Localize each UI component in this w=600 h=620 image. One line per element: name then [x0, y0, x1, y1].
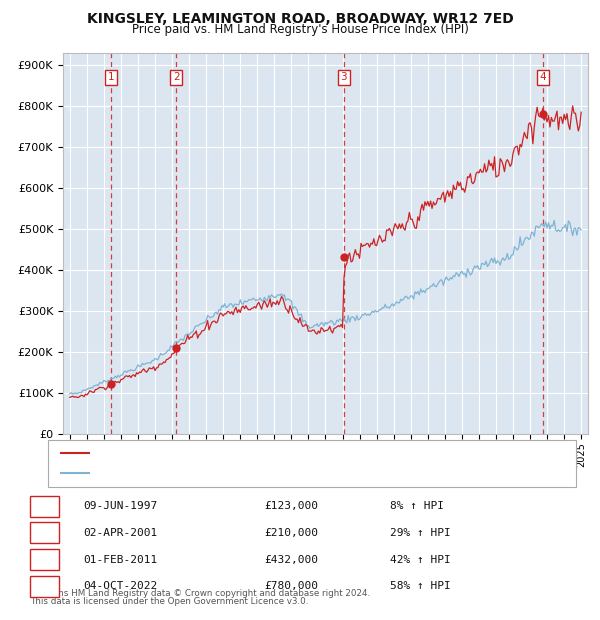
Text: £123,000: £123,000	[264, 501, 318, 512]
Text: 09-JUN-1997: 09-JUN-1997	[83, 501, 157, 512]
Text: Price paid vs. HM Land Registry's House Price Index (HPI): Price paid vs. HM Land Registry's House …	[131, 23, 469, 36]
Text: 01-FEB-2011: 01-FEB-2011	[83, 554, 157, 565]
Text: 1: 1	[108, 73, 115, 82]
Text: 2: 2	[41, 528, 48, 538]
Text: 58% ↑ HPI: 58% ↑ HPI	[390, 581, 451, 591]
Text: 1: 1	[41, 501, 48, 512]
Text: 04-OCT-2022: 04-OCT-2022	[83, 581, 157, 591]
Text: This data is licensed under the Open Government Licence v3.0.: This data is licensed under the Open Gov…	[30, 598, 308, 606]
Text: £432,000: £432,000	[264, 554, 318, 565]
Text: 29% ↑ HPI: 29% ↑ HPI	[390, 528, 451, 538]
Text: £210,000: £210,000	[264, 528, 318, 538]
Text: KINGSLEY, LEAMINGTON ROAD, BROADWAY, WR12 7ED (detached house): KINGSLEY, LEAMINGTON ROAD, BROADWAY, WR1…	[96, 448, 463, 458]
Text: 3: 3	[41, 554, 48, 565]
Text: 3: 3	[341, 73, 347, 82]
Text: 2: 2	[173, 73, 179, 82]
Text: HPI: Average price, detached house, Wychavon: HPI: Average price, detached house, Wych…	[96, 467, 332, 478]
Text: KINGSLEY, LEAMINGTON ROAD, BROADWAY, WR12 7ED: KINGSLEY, LEAMINGTON ROAD, BROADWAY, WR1…	[86, 12, 514, 27]
Text: £780,000: £780,000	[264, 581, 318, 591]
Text: Contains HM Land Registry data © Crown copyright and database right 2024.: Contains HM Land Registry data © Crown c…	[30, 590, 370, 598]
Text: 4: 4	[41, 581, 48, 591]
Text: 42% ↑ HPI: 42% ↑ HPI	[390, 554, 451, 565]
Text: 02-APR-2001: 02-APR-2001	[83, 528, 157, 538]
Text: 8% ↑ HPI: 8% ↑ HPI	[390, 501, 444, 512]
Text: 4: 4	[539, 73, 546, 82]
